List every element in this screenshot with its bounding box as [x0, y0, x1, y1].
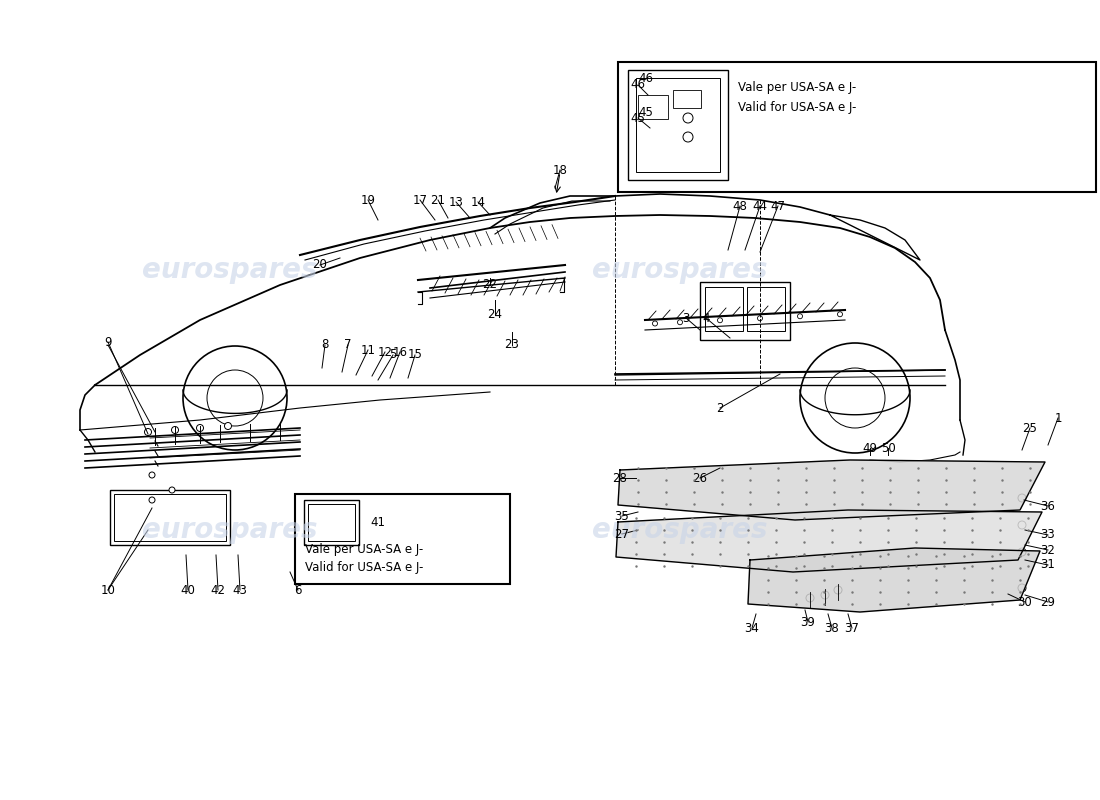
Circle shape	[148, 497, 155, 503]
Text: 47: 47	[770, 199, 785, 213]
Text: 26: 26	[693, 471, 707, 485]
Text: 34: 34	[745, 622, 759, 634]
Bar	[618, 62, 1096, 192]
Text: 28: 28	[613, 471, 627, 485]
Polygon shape	[748, 548, 1040, 612]
Text: 8: 8	[321, 338, 329, 351]
Bar	[700, 282, 790, 340]
Text: Vale per USA-SA e J-: Vale per USA-SA e J-	[305, 543, 424, 557]
Text: 20: 20	[312, 258, 328, 271]
Text: 16: 16	[393, 346, 407, 358]
Text: 1: 1	[1054, 411, 1062, 425]
Circle shape	[144, 429, 152, 435]
Bar	[628, 70, 728, 180]
Text: 45: 45	[630, 111, 646, 125]
Text: 29: 29	[1041, 595, 1056, 609]
Bar	[295, 494, 510, 584]
Text: 6: 6	[295, 583, 301, 597]
Circle shape	[652, 321, 658, 326]
Text: 50: 50	[881, 442, 895, 454]
Text: 36: 36	[1041, 499, 1055, 513]
Text: 46: 46	[638, 73, 653, 86]
Text: 31: 31	[1041, 558, 1055, 571]
Text: 25: 25	[1023, 422, 1037, 434]
Text: Valid for USA-SA e J-: Valid for USA-SA e J-	[738, 102, 857, 114]
Circle shape	[1018, 584, 1026, 592]
Text: 42: 42	[210, 583, 225, 597]
Text: 23: 23	[505, 338, 519, 351]
Text: 2: 2	[716, 402, 724, 414]
Text: 48: 48	[733, 199, 747, 213]
Text: 41: 41	[370, 517, 385, 530]
Circle shape	[821, 591, 829, 599]
Text: 39: 39	[801, 615, 815, 629]
Circle shape	[758, 316, 762, 321]
Text: 46: 46	[630, 78, 646, 91]
Text: 22: 22	[483, 278, 497, 291]
Text: 27: 27	[615, 527, 629, 541]
Text: 7: 7	[344, 338, 352, 351]
Circle shape	[224, 422, 231, 430]
Text: 35: 35	[615, 510, 629, 522]
Circle shape	[1018, 548, 1026, 556]
Text: eurospares: eurospares	[142, 516, 318, 544]
Circle shape	[678, 320, 682, 325]
Circle shape	[1018, 494, 1026, 502]
Bar	[114, 494, 226, 541]
Circle shape	[169, 487, 175, 493]
Text: Valid for USA-SA e J-: Valid for USA-SA e J-	[305, 561, 424, 574]
Text: 43: 43	[232, 583, 248, 597]
Circle shape	[837, 312, 843, 317]
Text: 12: 12	[377, 346, 393, 358]
Circle shape	[172, 426, 178, 434]
Bar	[304, 500, 359, 545]
Text: 14: 14	[471, 195, 485, 209]
Text: 24: 24	[487, 309, 503, 322]
Text: 30: 30	[1018, 595, 1033, 609]
Bar	[636, 78, 720, 172]
Text: 13: 13	[449, 195, 463, 209]
Text: 40: 40	[180, 583, 196, 597]
Bar	[673, 90, 701, 108]
Text: 5: 5	[389, 349, 397, 362]
Text: Vale per USA-SA e J-: Vale per USA-SA e J-	[738, 82, 856, 94]
Text: 9: 9	[104, 335, 112, 349]
Circle shape	[834, 586, 842, 594]
Circle shape	[798, 314, 803, 318]
Text: 18: 18	[552, 163, 568, 177]
Text: 32: 32	[1041, 543, 1055, 557]
Polygon shape	[616, 510, 1042, 572]
Polygon shape	[618, 460, 1045, 520]
Text: 21: 21	[430, 194, 446, 206]
Text: 38: 38	[825, 622, 839, 634]
Text: 15: 15	[408, 349, 422, 362]
Text: 44: 44	[752, 199, 768, 213]
Text: eurospares: eurospares	[592, 256, 768, 284]
Text: 4: 4	[702, 311, 710, 325]
Circle shape	[717, 318, 723, 322]
Text: 10: 10	[100, 583, 116, 597]
Bar	[308, 504, 355, 541]
Circle shape	[148, 472, 155, 478]
Text: 33: 33	[1041, 529, 1055, 542]
Circle shape	[1018, 521, 1026, 529]
Text: 17: 17	[412, 194, 428, 206]
Bar	[638, 95, 668, 119]
Text: 19: 19	[361, 194, 375, 206]
Circle shape	[197, 425, 204, 431]
Circle shape	[806, 594, 814, 602]
Text: 11: 11	[361, 343, 375, 357]
Bar	[747, 287, 785, 331]
Text: 45: 45	[638, 106, 653, 118]
Text: 3: 3	[682, 311, 690, 325]
Text: 49: 49	[862, 442, 878, 454]
Bar	[705, 287, 742, 331]
Text: 37: 37	[845, 622, 859, 634]
Text: eurospares: eurospares	[592, 516, 768, 544]
Bar	[110, 490, 230, 545]
Text: eurospares: eurospares	[142, 256, 318, 284]
